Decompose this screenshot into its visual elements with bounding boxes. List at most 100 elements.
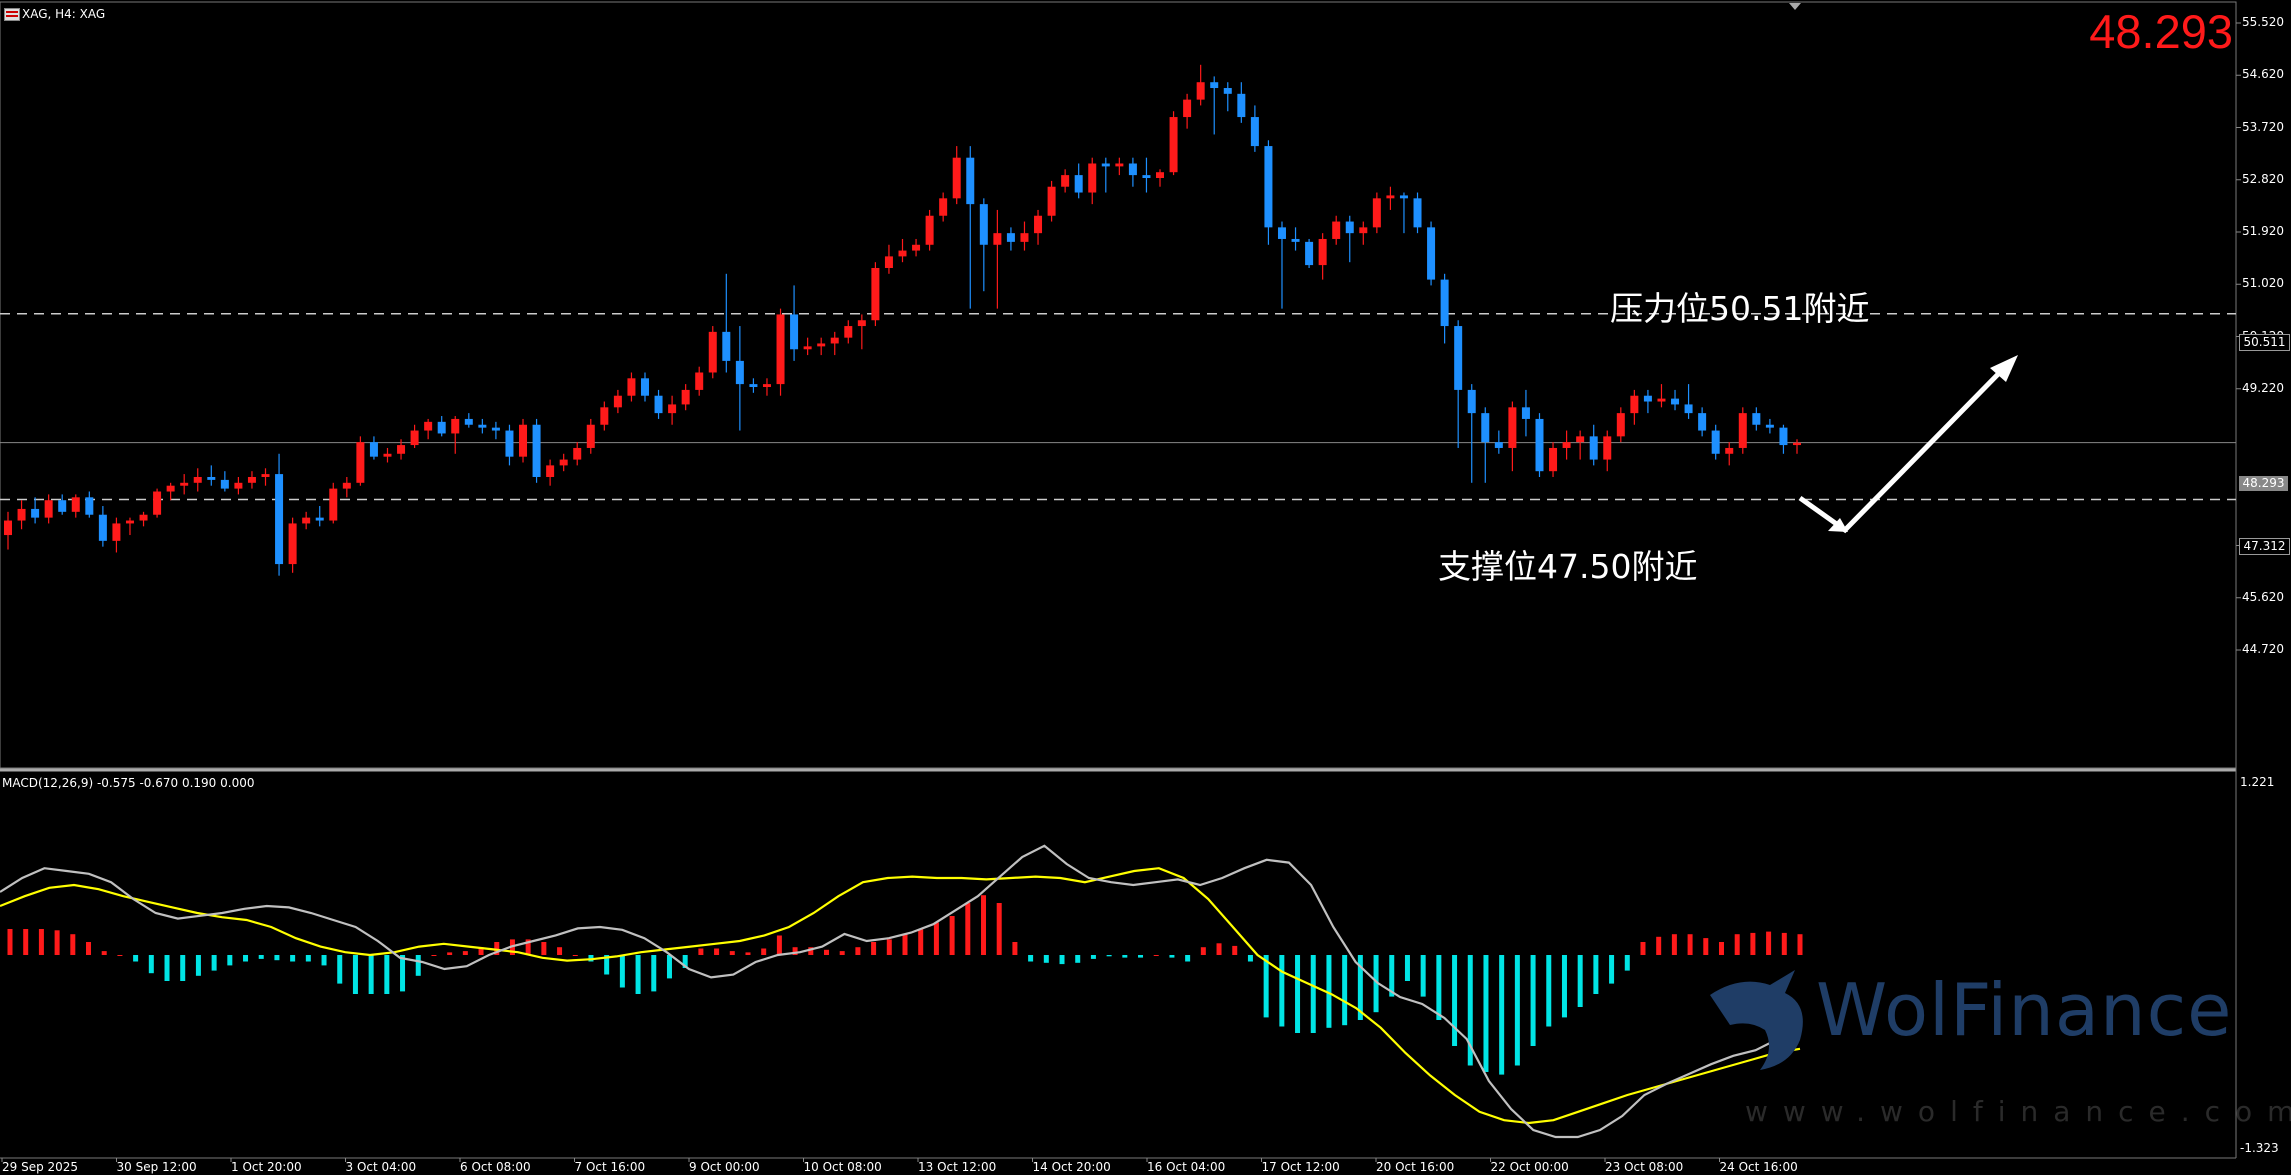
candle-body	[749, 384, 758, 388]
time-axis-label: 30 Sep 12:00	[116, 1160, 197, 1174]
macd-histogram-bar	[651, 955, 657, 992]
candle-body	[1738, 413, 1747, 448]
macd-histogram-bar	[981, 895, 987, 955]
candle-body	[844, 326, 853, 338]
candle-body	[898, 250, 907, 257]
macd-histogram-bar	[243, 955, 249, 962]
candle-body	[1671, 398, 1680, 405]
main-pane-border	[0, 1, 2237, 769]
chart-symbol-title: XAG, H4: XAG	[22, 7, 106, 21]
macd-indicator-label: MACD(12,26,9) -0.575 -0.670 0.190 0.000	[2, 776, 255, 790]
candle-body	[966, 157, 975, 205]
candle-body	[722, 331, 731, 361]
macd-histogram-bar	[902, 934, 908, 955]
time-axis-label: 16 Oct 04:00	[1147, 1160, 1226, 1174]
macd-histogram-bar	[698, 948, 704, 955]
price-axis-label: 45.620	[2242, 589, 2284, 604]
candle-body	[627, 378, 636, 396]
candle-body	[1196, 82, 1205, 100]
candle-body	[44, 500, 53, 518]
candle-body	[58, 500, 67, 512]
price-axis-label: 54.620	[2242, 67, 2284, 82]
candle-body	[478, 424, 487, 428]
candle-body	[1277, 227, 1286, 239]
macd-histogram-bar	[7, 929, 13, 955]
candle-body	[790, 314, 799, 350]
macd-histogram-bar	[792, 947, 798, 955]
macd-histogram-bar	[1263, 955, 1269, 1018]
time-axis-label: 20 Oct 16:00	[1376, 1160, 1455, 1174]
candle-body	[613, 395, 622, 408]
candle-body	[1386, 195, 1395, 199]
macd-histogram-bar	[619, 955, 625, 988]
candle-body	[1549, 447, 1558, 472]
candle-body	[1793, 442, 1801, 446]
macd-histogram-bar	[494, 942, 500, 955]
price-axis-label: 44.720	[2242, 642, 2284, 656]
macd-histogram-bar	[761, 948, 767, 955]
candle-body	[1467, 389, 1476, 414]
candle-body	[1128, 163, 1137, 176]
candle-body	[1752, 413, 1761, 425]
macd-histogram-bar	[290, 955, 296, 962]
macd-histogram-bar	[23, 929, 29, 955]
macd-histogram-bar	[337, 955, 343, 984]
candle-body	[193, 476, 202, 483]
macd-histogram-bar	[745, 952, 751, 955]
macd-axis-bottom: -1.323	[2240, 1141, 2279, 1155]
macd-histogram-bar	[1656, 936, 1662, 955]
forecast-arrow-line	[1798, 360, 2012, 534]
macd-histogram-bar	[729, 951, 735, 955]
macd-histogram-bar	[1012, 942, 1018, 955]
candle-body	[275, 474, 284, 565]
time-axis-label: 29 Sep 2025	[2, 1160, 79, 1174]
macd-histogram-bar	[54, 930, 60, 955]
macd-histogram-bar	[1279, 955, 1285, 1027]
candle-body	[640, 378, 649, 396]
macd-histogram-bar	[384, 955, 390, 994]
candle-body	[1223, 88, 1232, 94]
candle-body	[1101, 163, 1110, 167]
candle-body	[1074, 175, 1083, 193]
macd-histogram-bar	[1609, 955, 1615, 984]
candle-body	[125, 520, 134, 524]
candle-body	[315, 517, 324, 521]
macd-histogram-bar	[1247, 955, 1253, 962]
macd-histogram-bar	[1028, 955, 1034, 962]
price-axis-label: 53.720	[2242, 119, 2284, 134]
macd-histogram-bar	[180, 955, 186, 981]
candle-body	[288, 523, 297, 565]
candle-body	[261, 474, 270, 477]
macd-histogram-bar	[415, 955, 421, 976]
macd-histogram-bar	[1232, 945, 1238, 955]
candle-body	[1372, 198, 1381, 228]
macd-histogram-bar	[1671, 934, 1677, 955]
candle-body	[153, 491, 162, 515]
candle-body	[1521, 407, 1530, 419]
candle-body	[1237, 93, 1246, 118]
candle-body	[1305, 241, 1314, 266]
candle-body	[71, 497, 80, 512]
macd-histogram-bar	[1200, 947, 1206, 955]
macd-histogram-bar	[1703, 938, 1709, 955]
candle-body	[1169, 117, 1178, 173]
candle-body	[586, 424, 595, 448]
candle-body	[247, 476, 256, 483]
macd-histogram-bar	[1781, 932, 1787, 955]
macd-histogram-bar	[682, 955, 688, 968]
chart-shift-marker[interactable]	[1789, 3, 1801, 10]
macd-histogram-bar	[1153, 955, 1159, 956]
time-axis-label: 17 Oct 12:00	[1261, 1160, 1340, 1174]
macd-histogram-bar	[572, 955, 578, 956]
current-price-display: 48.293	[2089, 5, 2233, 58]
candle-body	[912, 244, 921, 251]
macd-histogram-bar	[1216, 943, 1222, 955]
candle-body	[505, 430, 514, 457]
macd-histogram-bar	[1766, 931, 1772, 955]
macd-histogram-bar	[117, 955, 123, 956]
macd-histogram-bar	[478, 947, 484, 955]
macd-histogram-bar	[1420, 955, 1426, 997]
candle-body	[830, 337, 839, 344]
candle-body	[1589, 436, 1598, 460]
